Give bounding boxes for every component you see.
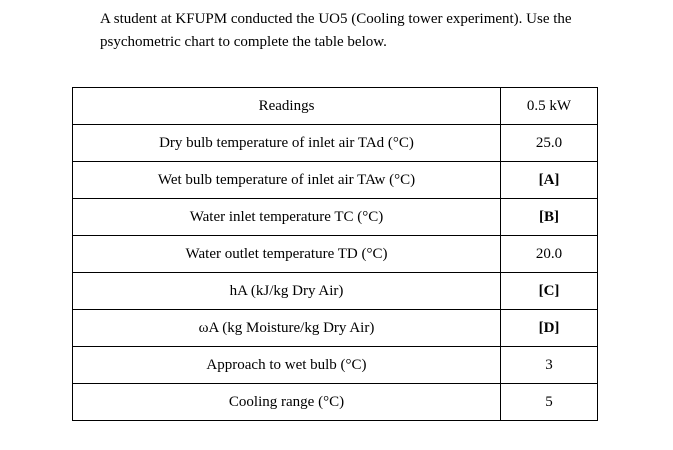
table-row: Approach to wet bulb (°C) 3 [72,346,598,384]
header-readings-label: Readings [72,87,501,125]
row-label: Approach to wet bulb (°C) [72,346,501,384]
row-label: Wet bulb temperature of inlet air TAw (°… [72,161,501,199]
table-row: Water outlet temperature TD (°C) 20.0 [72,235,598,273]
readings-table: Readings 0.5 kW Dry bulb temperature of … [72,87,598,421]
row-label: Cooling range (°C) [72,383,501,421]
table-row: Cooling range (°C) 5 [72,383,598,421]
row-label: hA (kJ/kg Dry Air) [72,272,501,310]
row-value: [A] [500,161,598,199]
row-value: 25.0 [500,124,598,162]
row-label: Water outlet temperature TD (°C) [72,235,501,273]
table-row: Dry bulb temperature of inlet air TAd (°… [72,124,598,162]
table-row: Wet bulb temperature of inlet air TAw (°… [72,161,598,199]
row-label: Dry bulb temperature of inlet air TAd (°… [72,124,501,162]
table-row: hA (kJ/kg Dry Air) [C] [72,272,598,310]
row-value: [B] [500,198,598,236]
header-power-value: 0.5 kW [500,87,598,125]
row-value: 5 [500,383,598,421]
row-label: ωA (kg Moisture/kg Dry Air) [72,309,501,347]
row-value: 20.0 [500,235,598,273]
row-value: 3 [500,346,598,384]
row-value: [C] [500,272,598,310]
row-label: Water inlet temperature TC (°C) [72,198,501,236]
table-header-row: Readings 0.5 kW [72,87,598,125]
instruction-text: A student at KFUPM conducted the UO5 (Co… [100,11,572,51]
table-row: Water inlet temperature TC (°C) [B] [72,198,598,236]
row-value: [D] [500,309,598,347]
table-row: ωA (kg Moisture/kg Dry Air) [D] [72,309,598,347]
